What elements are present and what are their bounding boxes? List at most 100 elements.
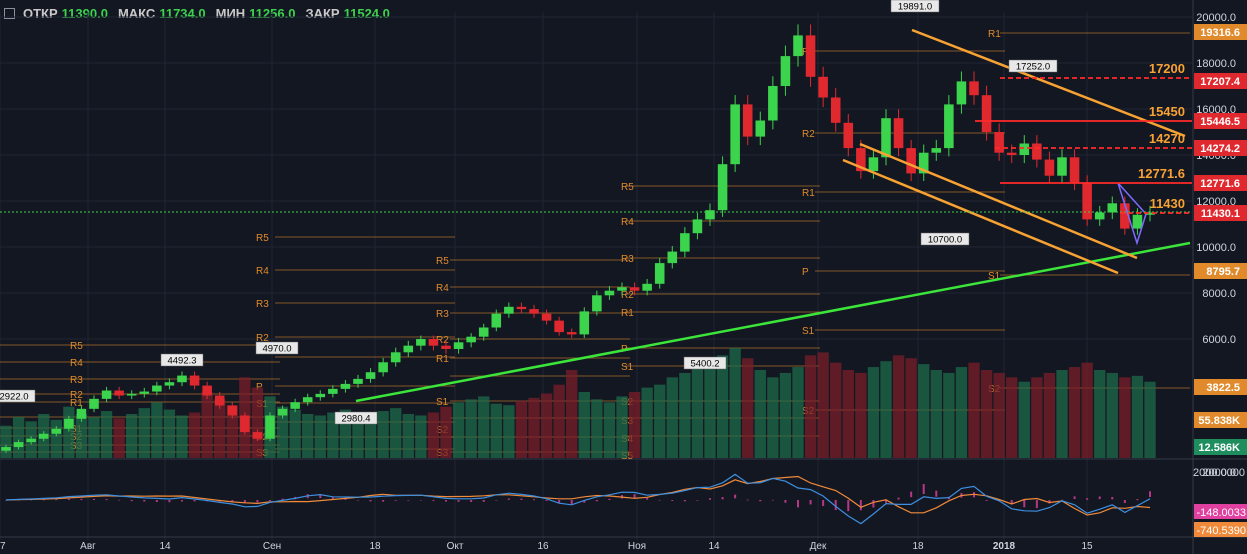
candle — [189, 375, 200, 386]
volume-bar — [716, 355, 729, 458]
point-label: 4970.0 — [262, 344, 291, 355]
volume-bar — [654, 384, 666, 458]
macd-tag-box — [1194, 504, 1247, 519]
macd-panel — [5, 473, 1151, 525]
candle — [265, 415, 275, 439]
collapse-toggle-icon[interactable] — [4, 8, 15, 19]
candle — [1019, 143, 1030, 155]
macd-hist-bar — [1048, 500, 1051, 504]
price-tag: 12.586K — [1198, 442, 1240, 454]
price-tag-box — [1194, 379, 1247, 395]
macd-hist-bar — [369, 500, 372, 502]
pivot-label: R3 — [256, 299, 269, 310]
macd-hist-bar — [608, 498, 611, 501]
point-label-box — [920, 232, 970, 246]
pivot-label: R3 — [70, 375, 83, 386]
volume-bar — [452, 402, 465, 458]
volume-bar — [553, 384, 565, 458]
volume-bar — [289, 409, 301, 458]
macd-hist-bar — [671, 500, 674, 501]
macd-hist-bar — [797, 500, 799, 508]
candle — [956, 81, 967, 105]
volume-bar — [390, 408, 402, 458]
point-label-box — [0, 389, 36, 403]
volume-bar — [880, 361, 892, 458]
price-tag-box — [1194, 140, 1247, 156]
candle — [51, 428, 62, 434]
macd-hist-bar — [897, 497, 900, 500]
macd-hist-bar — [256, 500, 259, 503]
candle — [516, 306, 527, 310]
price-tag: 8795.7 — [1206, 266, 1240, 278]
pivot-label: S1 — [988, 271, 1001, 282]
candle — [1145, 212, 1155, 215]
candle — [353, 378, 363, 384]
candle — [240, 415, 250, 433]
y-tick-label: 18000.0 — [1196, 58, 1236, 70]
volume-bar — [490, 403, 502, 458]
x-tick-label: 2018 — [993, 541, 1016, 552]
macd-hist-bar — [432, 500, 435, 501]
volume-bar — [779, 372, 792, 458]
macd-hist-bar — [1149, 491, 1151, 498]
volume-bar — [352, 414, 364, 458]
candle — [768, 86, 778, 121]
volume-bar — [138, 408, 150, 458]
candle — [466, 336, 476, 343]
candle — [76, 408, 87, 419]
volume-bar — [540, 393, 553, 458]
macd-hist-bar — [1111, 497, 1114, 500]
candle — [328, 388, 338, 394]
volume-bar — [628, 392, 641, 458]
macd-hist-bar — [231, 500, 234, 502]
volume-bar — [729, 348, 741, 458]
pivot-label: R3 — [436, 309, 449, 320]
volume-bar — [892, 355, 905, 458]
volume-bar — [75, 414, 88, 458]
candle — [38, 433, 49, 439]
candle — [214, 395, 225, 406]
candle — [604, 290, 615, 296]
price-tag: 3822.5 — [1206, 382, 1240, 394]
x-tick-label: 15 — [1081, 541, 1093, 552]
x-tick-label: Окт — [447, 541, 464, 552]
volume-bar — [704, 362, 716, 458]
volume-bar — [314, 415, 326, 458]
volume-bar — [754, 370, 766, 458]
pivot-label: P — [802, 267, 809, 278]
volume-bar — [1018, 381, 1030, 458]
macd-hist-bar — [746, 499, 749, 501]
volume-bar — [12, 416, 25, 458]
volume-bar — [201, 392, 213, 458]
x-axis: 7 Авг 14 Сен 18 Окт 16 Ноя 14 Дек 18 2018 15 — [0, 541, 1093, 552]
volume-bar — [1119, 377, 1131, 458]
candle — [805, 35, 816, 77]
candle — [692, 219, 703, 234]
candle — [893, 118, 904, 149]
candle — [403, 345, 414, 353]
pivot-label: R1 — [621, 308, 634, 319]
pivot-label: S1 — [802, 326, 815, 337]
x-tick-label: 18 — [369, 541, 381, 552]
candle — [705, 210, 715, 220]
volume-bar — [943, 372, 955, 458]
price-tag: 11430.1 — [1201, 208, 1240, 220]
price-tag: 17207.4 — [1200, 76, 1241, 88]
macd-hist-bar — [646, 497, 649, 500]
candle — [252, 432, 263, 439]
point-label-box — [334, 411, 378, 425]
volume-bar — [603, 402, 616, 458]
macd-hist-bar — [168, 500, 171, 503]
candle — [667, 251, 678, 264]
volume-bar — [1094, 370, 1106, 458]
volume-bar — [855, 372, 867, 458]
volume-bar — [503, 405, 515, 458]
candle — [906, 148, 916, 174]
pivot-label: R5 — [256, 233, 269, 244]
volume-bar — [666, 377, 678, 458]
volume-bar — [415, 415, 427, 458]
macd-hist-bar — [658, 499, 661, 501]
pivot-label: R5 — [70, 341, 83, 352]
volume-bar — [1031, 377, 1043, 458]
